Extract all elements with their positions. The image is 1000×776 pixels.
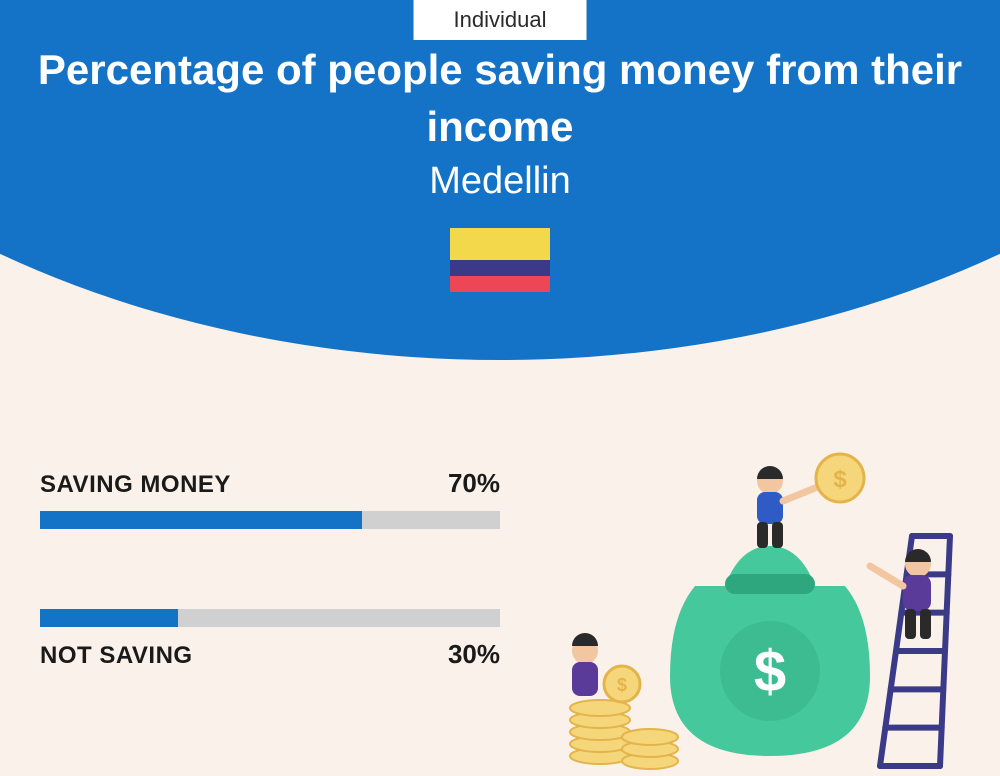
- bar-value: 70%: [448, 468, 500, 499]
- bars-section: SAVING MONEY 70% NOT SAVING 30%: [40, 468, 500, 750]
- flag-stripe-yellow: [450, 228, 550, 260]
- category-tab: Individual: [414, 0, 587, 40]
- bar-group-notsaving: NOT SAVING 30%: [40, 609, 500, 670]
- bar-group-saving: SAVING MONEY 70%: [40, 468, 500, 529]
- page-title: Percentage of people saving money from t…: [0, 42, 1000, 155]
- bar-label: SAVING MONEY: [40, 471, 231, 499]
- bar-fill: [40, 511, 362, 529]
- bar-label: NOT SAVING: [40, 642, 193, 670]
- flag-stripe-red: [450, 276, 550, 292]
- bar-track: [40, 511, 500, 529]
- colombia-flag-icon: [450, 228, 550, 292]
- svg-text:$: $: [617, 675, 627, 695]
- svg-text:$: $: [833, 466, 847, 493]
- bar-value: 30%: [448, 639, 500, 670]
- bar-header: NOT SAVING 30%: [40, 639, 500, 670]
- flag-stripe-blue: [450, 260, 550, 276]
- bar-header: SAVING MONEY 70%: [40, 468, 500, 499]
- svg-text:$: $: [754, 639, 786, 704]
- bar-fill: [40, 609, 178, 627]
- savings-illustration: $ $ $: [540, 446, 980, 776]
- page-subtitle: Medellin: [0, 160, 1000, 203]
- bar-track: [40, 609, 500, 627]
